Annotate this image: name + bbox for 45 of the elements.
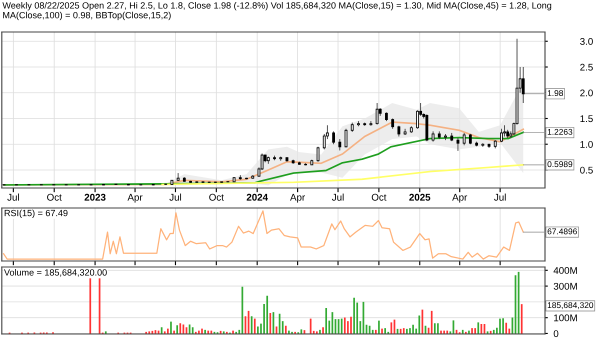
x-tick-label: Oct — [47, 194, 62, 201]
candlestick — [316, 146, 320, 162]
y-tick-label: 1.5 — [580, 115, 593, 122]
candlestick — [344, 128, 348, 148]
x-tick-label: Jul — [169, 194, 182, 201]
x-tick-label: Jul — [332, 194, 344, 201]
candlestick — [397, 125, 400, 137]
candlestick — [391, 118, 394, 130]
line-series — [3, 132, 524, 186]
x-tick-label: Jul — [7, 194, 19, 201]
candlestick — [462, 132, 466, 146]
x-tick-label: Jul — [494, 194, 506, 201]
chart-title: Weekly 08/22/2025 Open 2.27, Hi 2.5, Lo 1.8, Close 1.98 (-12.8%) Vol 185,684,320 MA(Close,15) = 1.30, Mid MA(Close,45) = 1.28, Long MA(Close,100) = 0.98, BBTop(Close,15,2) — [2, 2, 552, 20]
annotation: 1.98 — [548, 90, 564, 96]
x-tick-label: Oct — [209, 194, 224, 201]
y-tick-label: 0.5 — [580, 166, 593, 174]
text: 185,684,320 — [548, 302, 594, 310]
x-tick-label: 2023 — [84, 194, 106, 201]
candlestick — [350, 122, 354, 132]
x-tick-label: Oct — [372, 194, 386, 201]
x-tick-label: 2025 — [409, 194, 430, 201]
chart-title: RSI(15) = 67.49 — [4, 210, 68, 218]
annotation: 1.2263 — [548, 128, 572, 135]
candlestick — [332, 130, 336, 145]
chart-title: Volume = 185,684,320.00 — [4, 269, 107, 277]
x-tick-label: Apr — [290, 194, 306, 203]
candlestick — [432, 130, 434, 142]
y-tick-label: 1.0 — [580, 140, 593, 148]
candlestick — [500, 128, 503, 143]
y-tick-label: 0 — [554, 330, 558, 338]
x-tick-label: Apr — [128, 194, 142, 203]
candlestick — [456, 138, 460, 152]
line-series — [161, 164, 524, 186]
candlestick — [468, 134, 472, 145]
x-tick-label: Apr — [452, 194, 468, 203]
y-tick-label: 400M — [554, 267, 577, 274]
annotation: 67.4896 — [548, 228, 577, 234]
y-tick-label: 2.5 — [580, 64, 593, 71]
annotation: 0.5989 — [548, 161, 572, 168]
y-tick-label: 3.0 — [580, 38, 593, 45]
y-tick-label: 300M — [554, 282, 577, 290]
y-tick-label: 2.0 — [580, 89, 593, 96]
x-tick-label: 2024 — [246, 194, 268, 201]
y-tick-label: 100M — [554, 314, 577, 322]
candlestick — [376, 102, 379, 126]
